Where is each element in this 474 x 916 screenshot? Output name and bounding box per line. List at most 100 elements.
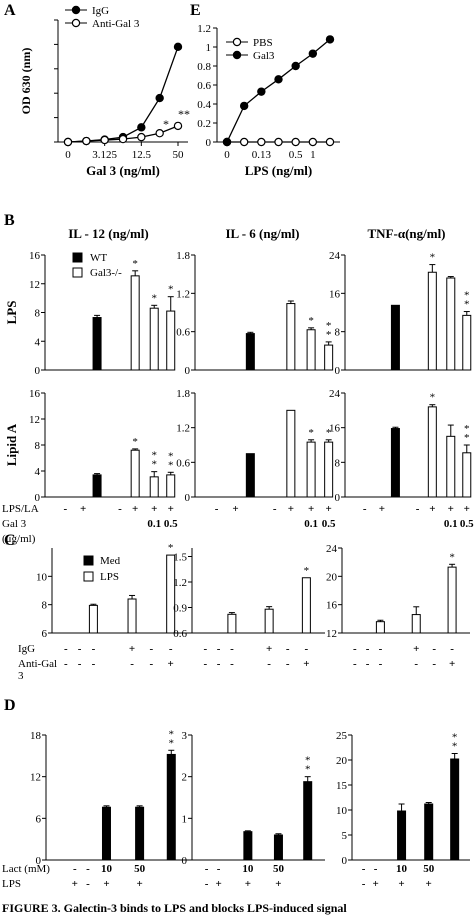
x-row-mark: - — [86, 878, 90, 890]
y-tick-label: 5 — [342, 830, 348, 842]
significance-star: * — [464, 290, 470, 302]
legend-marker — [232, 50, 242, 60]
bar — [306, 441, 316, 498]
legend-swatch — [83, 571, 94, 582]
x-tick-label: 12.5 — [132, 149, 152, 161]
x-row-mark: + — [215, 878, 221, 890]
x-tick-label: 0 — [224, 149, 230, 161]
significance-star: * — [304, 565, 310, 577]
x-row-mark: - — [363, 503, 367, 515]
x-row-mark: - — [169, 643, 173, 655]
significance-star: * — [430, 392, 436, 404]
significance-star: * — [449, 551, 455, 563]
data-point — [308, 49, 318, 58]
y-tick-label: 16 — [29, 250, 41, 262]
x-row-mark: + — [129, 643, 135, 655]
y-tick-label: 0.8 — [197, 61, 211, 73]
y-tick-label: 8 — [35, 440, 41, 452]
x-row-mark: 10 — [242, 863, 254, 875]
significance-star: * — [308, 315, 314, 327]
significance-star: * — [464, 432, 470, 444]
x-row-mark: - — [414, 658, 418, 670]
y-tick-label: 3 — [182, 730, 188, 742]
x-row-mark: + — [308, 503, 314, 515]
panel-letter-a: A — [4, 2, 16, 19]
y-tick-label: 1.2 — [197, 23, 211, 35]
significance-star: * — [169, 728, 175, 740]
x-axis-label: LPS (ng/ml) — [245, 163, 313, 178]
panel-letter-e: E — [190, 2, 201, 19]
x-row-mark: - — [217, 643, 221, 655]
significance-star: * — [305, 755, 311, 767]
x-row-mark: - — [217, 863, 221, 875]
significance-star: * — [151, 450, 157, 462]
legend-swatch — [72, 267, 83, 278]
y-tick-label: 4 — [35, 336, 41, 348]
legend-label: LPS — [100, 571, 119, 583]
significance-star: * — [132, 436, 138, 448]
y-tick-label: 0.6 — [173, 628, 187, 640]
annotation-star: * — [163, 117, 169, 131]
bar — [446, 277, 456, 371]
x-tick-label: 1 — [310, 149, 316, 161]
y-tick-label: 0.4 — [197, 99, 211, 111]
data-point — [173, 121, 183, 131]
x-row-mark: + — [232, 503, 238, 515]
y-tick-label: 0.6 — [176, 457, 190, 469]
x-row-mark: + — [245, 878, 251, 890]
legend-swatch — [72, 252, 83, 263]
y-tick-label: 1.2 — [176, 423, 190, 435]
x-row-mark: 50 — [423, 863, 435, 875]
bar — [245, 453, 255, 498]
x-row-mark: - — [150, 643, 154, 655]
x-row-mark: - — [63, 503, 67, 515]
x-row-label: Gal 3 — [2, 518, 27, 530]
x-row-mark: - — [305, 643, 309, 655]
significance-star: * — [464, 423, 470, 435]
y-tick-label: 25 — [336, 730, 348, 742]
bar — [273, 834, 283, 861]
y-tick-label: 18 — [30, 730, 42, 742]
y-tick-label: 24 — [329, 388, 341, 400]
unit-label: (μg/ml) — [2, 533, 36, 545]
x-row-mark: - — [230, 643, 234, 655]
x-row-mark: + — [72, 878, 78, 890]
y-tick-label: 4 — [35, 466, 41, 478]
y-tick-label: 0 — [35, 492, 41, 504]
data-point — [155, 93, 164, 103]
significance-star: * — [168, 459, 174, 471]
legend-label: PBS — [253, 37, 273, 49]
bar — [411, 614, 421, 634]
x-row-mark: - — [203, 643, 207, 655]
x-row-mark: + — [151, 503, 157, 515]
significance-star: * — [151, 292, 157, 304]
significance-star: * — [151, 459, 157, 471]
significance-star: * — [168, 450, 174, 462]
data-point — [239, 101, 249, 111]
bar — [92, 317, 102, 371]
x-row-mark: - — [379, 658, 383, 670]
data-point — [257, 87, 266, 96]
data-point — [100, 135, 109, 145]
x-row-mark: - — [286, 658, 290, 670]
data-point — [222, 137, 232, 147]
data-point — [137, 132, 146, 142]
significance-star: * — [326, 320, 332, 332]
x-row-mark: - — [362, 878, 366, 890]
bar — [303, 781, 313, 861]
y-tick-label: 10 — [336, 805, 348, 817]
y-tick-label: 24 — [329, 250, 341, 262]
y-tick-label: 0.6 — [176, 327, 190, 339]
bar — [166, 310, 176, 371]
bar — [130, 275, 140, 371]
x-row-mark: 0.1 — [147, 518, 161, 530]
bar — [243, 831, 253, 861]
y-tick-label: 0 — [335, 365, 341, 377]
data-point — [274, 75, 283, 84]
x-row-mark: + — [132, 503, 138, 515]
x-row-mark: + — [413, 643, 419, 655]
x-tick-label: 0.13 — [252, 149, 272, 161]
y-tick-label: 8 — [335, 327, 341, 339]
